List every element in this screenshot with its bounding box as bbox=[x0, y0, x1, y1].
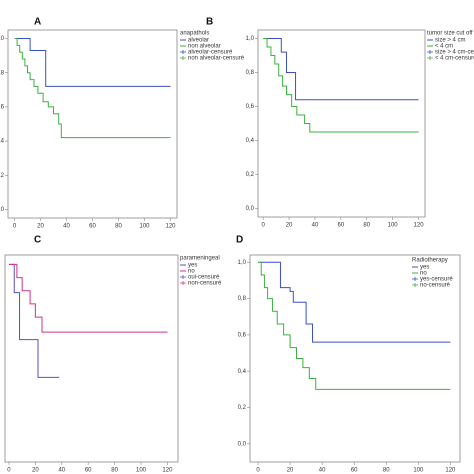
legend-swatch bbox=[427, 50, 433, 54]
x-tick-label: 120 bbox=[165, 224, 176, 230]
y-tick-label: 1,0 bbox=[246, 36, 255, 42]
panel-label: D bbox=[236, 235, 243, 246]
y-tick-label: 0,2 bbox=[0, 173, 5, 179]
legend-swatch bbox=[180, 50, 186, 54]
legend-title: parameningeal bbox=[180, 256, 220, 262]
x-tick-label: 40 bbox=[58, 468, 65, 474]
x-tick-label: 80 bbox=[383, 468, 390, 474]
y-tick-label: 0,4 bbox=[246, 138, 255, 144]
legend-label: no-censuré bbox=[420, 283, 451, 289]
legend-label: non-censuré bbox=[188, 281, 222, 287]
legend-label: alveolar-censuré bbox=[188, 50, 233, 56]
x-tick-label: 0 bbox=[256, 468, 260, 474]
legend-label: non alveolar-censuré bbox=[188, 56, 245, 62]
legend-swatch bbox=[180, 56, 186, 60]
legend-label: no bbox=[420, 271, 427, 277]
x-tick-label: 0 bbox=[7, 468, 11, 474]
legend-swatch bbox=[180, 275, 186, 279]
legend-label: yes bbox=[188, 263, 197, 269]
y-tick-label: 0,8 bbox=[238, 296, 247, 302]
legend-label: yes bbox=[420, 265, 429, 271]
legend-title: Radiotherapy bbox=[412, 258, 448, 264]
survival-curve bbox=[263, 38, 419, 101]
y-tick-label: 0,2 bbox=[246, 172, 255, 178]
legend-swatch bbox=[412, 283, 418, 287]
legend-swatch bbox=[427, 56, 433, 60]
plot-area bbox=[257, 29, 426, 218]
legend-label: no bbox=[188, 269, 195, 275]
legend-title: anapathols bbox=[180, 31, 209, 37]
x-tick-label: 20 bbox=[32, 468, 39, 474]
y-tick-label: 0,0 bbox=[246, 206, 255, 212]
panel-label: B bbox=[206, 17, 213, 28]
x-tick-label: 80 bbox=[111, 468, 118, 474]
y-tick-label: 0,6 bbox=[0, 104, 5, 110]
x-tick-label: 60 bbox=[338, 223, 345, 229]
panel-label: A bbox=[34, 17, 41, 28]
y-tick-label: 0,8 bbox=[246, 70, 255, 76]
plot-area bbox=[249, 254, 461, 463]
y-tick-label: 0,4 bbox=[238, 369, 247, 375]
y-tick-label: 0,4 bbox=[0, 139, 5, 145]
survival-curve bbox=[263, 38, 419, 133]
legend-title: tumor size cut off bbox=[427, 31, 473, 37]
y-tick-label: 1,0 bbox=[238, 260, 247, 266]
plot-area bbox=[7, 29, 178, 219]
x-tick-label: 100 bbox=[136, 468, 147, 474]
x-tick-label: 0 bbox=[13, 224, 17, 230]
x-tick-label: 60 bbox=[89, 224, 96, 230]
survival-curve bbox=[258, 261, 451, 390]
survival-curve bbox=[8, 263, 168, 333]
legend-label: < 4 cm-censuré bbox=[435, 56, 474, 62]
x-tick-label: 20 bbox=[287, 468, 294, 474]
legend-label: oui-censuré bbox=[188, 275, 220, 281]
legend-label: size > 4 cm-censuré bbox=[435, 50, 474, 56]
x-tick-label: 80 bbox=[363, 223, 370, 229]
legend-label: size > 4 cm bbox=[435, 38, 466, 44]
legend-label: < 4 cm bbox=[435, 44, 453, 50]
x-tick-label: 120 bbox=[445, 468, 456, 474]
x-tick-label: 60 bbox=[85, 468, 92, 474]
x-tick-label: 40 bbox=[312, 223, 319, 229]
x-tick-label: 20 bbox=[37, 224, 44, 230]
survival-curve bbox=[8, 263, 60, 378]
x-tick-label: 100 bbox=[388, 223, 399, 229]
legend-swatch bbox=[412, 277, 418, 281]
legend-label: yes-censuré bbox=[420, 277, 453, 283]
x-tick-label: 60 bbox=[351, 468, 358, 474]
y-tick-label: 0,6 bbox=[246, 104, 255, 110]
y-tick-label: 0,0 bbox=[0, 207, 5, 213]
survival-curve bbox=[14, 38, 171, 139]
panel-label: C bbox=[34, 235, 41, 246]
x-tick-label: 0 bbox=[262, 223, 266, 229]
legend-label: alveolar bbox=[188, 38, 209, 44]
y-tick-label: 0,0 bbox=[238, 441, 247, 447]
x-tick-label: 100 bbox=[139, 224, 150, 230]
survival-curve bbox=[14, 38, 171, 87]
legend-label: non alveolar bbox=[188, 44, 221, 50]
x-tick-label: 40 bbox=[63, 224, 70, 230]
x-tick-label: 20 bbox=[286, 223, 293, 229]
y-tick-label: 0,2 bbox=[238, 405, 247, 411]
x-tick-label: 40 bbox=[319, 468, 326, 474]
y-tick-label: 1,0 bbox=[0, 36, 5, 42]
y-tick-label: 0,6 bbox=[238, 332, 247, 338]
survival-curve bbox=[258, 261, 451, 343]
y-tick-label: 0,8 bbox=[0, 70, 5, 76]
x-tick-label: 120 bbox=[162, 468, 173, 474]
plot-area bbox=[4, 254, 179, 463]
x-tick-label: 120 bbox=[414, 223, 425, 229]
x-tick-label: 80 bbox=[115, 224, 122, 230]
legend-swatch bbox=[180, 281, 186, 285]
x-tick-label: 100 bbox=[413, 468, 424, 474]
